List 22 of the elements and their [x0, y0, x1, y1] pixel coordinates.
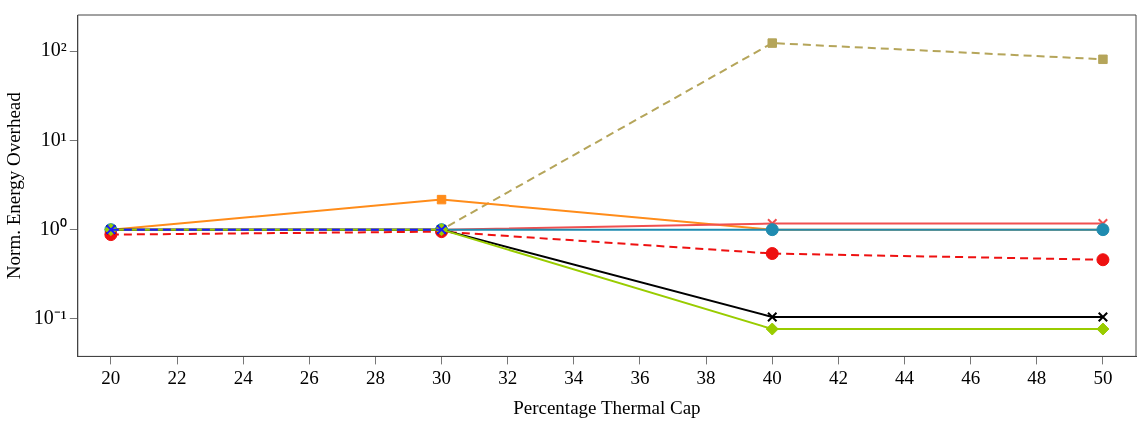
x-tick-label: 20: [101, 366, 121, 388]
x-axis-title: Percentage Thermal Cap: [513, 396, 701, 418]
y-tick-label: 10⁰: [39, 216, 67, 239]
x-tick-label: 44: [895, 366, 915, 388]
x-tick-label: 42: [828, 366, 848, 388]
y-axis-title: Norm. Energy Overhead: [3, 91, 25, 280]
x-tick-label: 38: [696, 366, 716, 388]
x-tick-label: 36: [630, 366, 650, 388]
x-tick-label: 28: [365, 366, 385, 388]
x-tick-label: 50: [1093, 366, 1113, 388]
y-tick-label: 10²: [40, 38, 67, 61]
x-tick-label: 26: [299, 366, 319, 388]
x-tick-label: 34: [564, 366, 584, 388]
y-tick-label: 10⁻¹: [33, 306, 67, 329]
x-tick-label: 30: [432, 366, 452, 388]
x-tick-label: 46: [961, 366, 981, 388]
x-tick-label: 48: [1027, 366, 1047, 388]
x-tick-label: 32: [498, 366, 518, 388]
y-tick-label: 10¹: [40, 127, 67, 150]
x-tick-label: 40: [762, 366, 782, 388]
x-tick-label: 22: [167, 366, 187, 388]
x-tick-label: 24: [233, 366, 254, 388]
